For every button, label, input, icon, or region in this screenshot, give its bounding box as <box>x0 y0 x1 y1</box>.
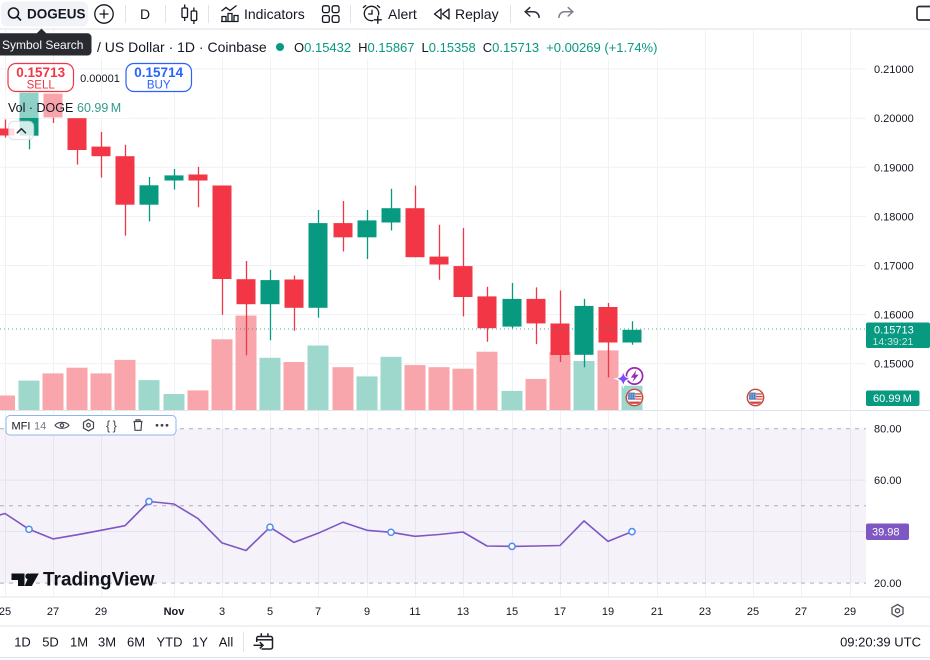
svg-text:YTD: YTD <box>157 635 183 650</box>
svg-text:15: 15 <box>506 606 518 618</box>
svg-text:Symbol Search: Symbol Search <box>2 38 83 52</box>
svg-text:60.99 M: 60.99 M <box>77 101 121 115</box>
svg-text:1M: 1M <box>70 635 88 650</box>
svg-text:Replay: Replay <box>455 6 499 22</box>
svg-text:14:39:21: 14:39:21 <box>873 336 914 348</box>
svg-text:All: All <box>219 635 234 650</box>
svg-text:5: 5 <box>267 606 273 618</box>
svg-text:60.00: 60.00 <box>874 475 902 487</box>
svg-text:Vol · DOGE: Vol · DOGE <box>8 101 73 115</box>
svg-text:60.99 M: 60.99 M <box>873 393 912 405</box>
svg-text:29: 29 <box>844 606 856 618</box>
svg-text:39.98: 39.98 <box>872 527 900 539</box>
svg-text:BUY: BUY <box>147 80 171 92</box>
svg-text:7: 7 <box>315 606 321 618</box>
svg-text:6M: 6M <box>127 635 145 650</box>
svg-text:MFI: MFI <box>12 421 31 433</box>
svg-text:0.21000: 0.21000 <box>874 64 914 76</box>
svg-text:11: 11 <box>409 606 420 618</box>
svg-text:0.19000: 0.19000 <box>874 162 914 174</box>
svg-text:14: 14 <box>34 421 46 433</box>
svg-text:0.15713: 0.15713 <box>16 65 65 80</box>
svg-text:17: 17 <box>554 606 566 618</box>
svg-text:09:20:39 UTC: 09:20:39 UTC <box>840 635 921 650</box>
svg-text:Indicators: Indicators <box>244 6 305 22</box>
svg-text:0.18000: 0.18000 <box>874 211 914 223</box>
svg-text:25: 25 <box>747 606 759 618</box>
svg-text:23: 23 <box>699 606 711 618</box>
svg-text:0.15713: 0.15713 <box>874 325 914 337</box>
svg-text:3: 3 <box>219 606 225 618</box>
svg-text:SELL: SELL <box>27 80 56 92</box>
svg-text:20.00: 20.00 <box>874 578 902 590</box>
svg-text:{ }: { } <box>106 419 117 433</box>
svg-text:0.15714: 0.15714 <box>134 65 183 80</box>
svg-text:0.16000: 0.16000 <box>874 310 914 322</box>
svg-text:D: D <box>140 6 150 22</box>
svg-text:5D: 5D <box>42 635 59 650</box>
svg-text:1D: 1D <box>14 635 31 650</box>
svg-text:29: 29 <box>95 606 107 618</box>
svg-text:27: 27 <box>47 606 59 618</box>
svg-text:0.15000: 0.15000 <box>874 359 914 371</box>
svg-text:13: 13 <box>457 606 469 618</box>
svg-text:3M: 3M <box>98 635 116 650</box>
svg-text:TradingView: TradingView <box>43 570 155 591</box>
svg-text:/ US Dollar · 1D · Coinbase: / US Dollar · 1D · Coinbase <box>97 39 267 55</box>
svg-text:DOGEUS: DOGEUS <box>27 7 86 22</box>
svg-text:0.00001: 0.00001 <box>80 73 120 85</box>
svg-text:Alert: Alert <box>388 6 417 22</box>
svg-text:80.00: 80.00 <box>874 424 902 436</box>
svg-text:27: 27 <box>795 606 807 618</box>
svg-text:0.17000: 0.17000 <box>874 261 914 273</box>
svg-text:19: 19 <box>602 606 614 618</box>
svg-text:0.20000: 0.20000 <box>874 113 914 125</box>
svg-text:1Y: 1Y <box>192 635 208 650</box>
svg-text:25: 25 <box>0 606 11 618</box>
svg-text:21: 21 <box>651 606 663 618</box>
svg-text:9: 9 <box>364 606 370 618</box>
svg-text:Nov: Nov <box>164 606 186 618</box>
